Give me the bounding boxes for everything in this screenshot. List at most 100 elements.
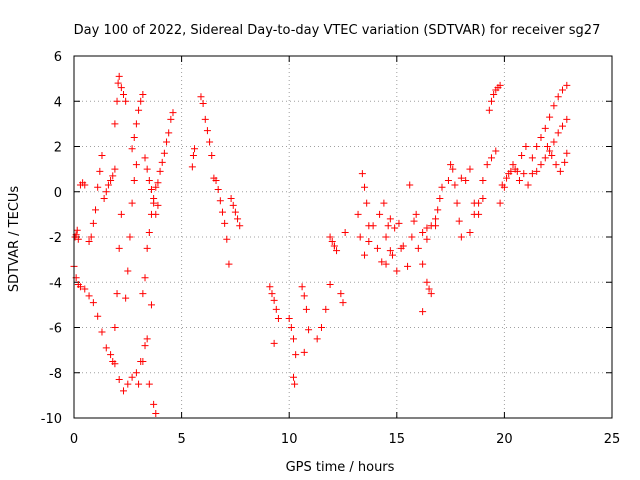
data-point: [141, 342, 149, 350]
data-point: [126, 233, 134, 241]
data-point: [119, 90, 127, 98]
series-s37: [432, 183, 446, 230]
series-s13: [156, 109, 177, 175]
data-point: [147, 185, 155, 193]
data-point: [150, 400, 158, 408]
data-point: [152, 183, 160, 191]
series-s14: [188, 145, 199, 171]
data-point: [104, 181, 112, 189]
data-point: [470, 210, 478, 218]
data-point: [266, 283, 274, 291]
x-tick-label: 25: [604, 432, 621, 447]
data-point: [85, 292, 93, 300]
data-point: [419, 260, 427, 268]
data-point: [124, 380, 132, 388]
data-point: [87, 233, 95, 241]
series-s11: [141, 154, 162, 218]
series-s9: [128, 90, 147, 153]
data-point: [395, 219, 403, 227]
series-s3: [76, 179, 89, 189]
data-point: [141, 154, 149, 162]
data-point: [354, 210, 362, 218]
data-point: [287, 324, 295, 331]
data-point: [391, 224, 399, 232]
data-point: [537, 133, 545, 141]
x-tick-label: 20: [496, 432, 513, 447]
data-point: [158, 158, 166, 166]
data-point: [139, 357, 147, 365]
data-point: [447, 161, 455, 169]
data-point: [115, 72, 123, 80]
data-point: [449, 165, 457, 173]
data-point: [188, 163, 196, 171]
data-point: [550, 102, 558, 110]
data-point: [386, 215, 394, 223]
data-point: [234, 215, 242, 223]
data-point: [156, 167, 164, 175]
data-point: [143, 165, 151, 173]
data-point: [128, 199, 136, 207]
data-point: [561, 158, 569, 166]
data-point: [130, 133, 138, 141]
series-s35: [423, 278, 435, 298]
data-point: [152, 409, 160, 417]
data-point: [361, 183, 369, 191]
data-point: [300, 292, 308, 300]
data-point: [444, 176, 452, 184]
data-point: [511, 165, 519, 173]
y-tick-labels: -10 -8 -6 -4 -2 0 2 4 6: [41, 50, 62, 427]
data-point: [107, 176, 115, 184]
data-point: [212, 176, 220, 184]
series-s2: [71, 226, 82, 243]
data-point: [365, 238, 373, 246]
data-point: [270, 339, 278, 347]
data-point: [216, 197, 224, 205]
data-point: [154, 179, 162, 187]
series-s12: [135, 301, 155, 388]
data-point: [163, 138, 171, 146]
data-point: [358, 170, 366, 178]
data-point: [132, 369, 140, 377]
data-point: [498, 181, 506, 189]
series-s45: [533, 115, 571, 175]
data-point: [150, 199, 158, 207]
data-point: [292, 351, 300, 359]
data-point: [208, 152, 216, 160]
series-s20: [270, 339, 278, 347]
data-point: [546, 147, 554, 155]
series-s26: [326, 233, 341, 255]
data-point: [457, 174, 465, 182]
data-point: [114, 79, 122, 87]
data-point: [453, 199, 461, 207]
data-point: [537, 161, 545, 169]
data-point: [414, 244, 422, 252]
data-point: [410, 217, 418, 225]
data-point: [165, 129, 173, 137]
y-tick-label: 0: [54, 186, 62, 201]
data-point: [384, 222, 392, 230]
series-s6: [111, 72, 130, 128]
series-s1: [70, 262, 160, 417]
data-point: [382, 260, 390, 268]
series-s32: [382, 210, 420, 270]
series-s23: [298, 283, 313, 334]
data-point: [378, 258, 386, 266]
data-point: [382, 233, 390, 241]
data-point: [373, 244, 381, 252]
data-point: [550, 138, 558, 146]
data-point: [341, 228, 349, 236]
data-point: [272, 305, 280, 313]
data-point: [98, 152, 106, 160]
data-point: [380, 199, 388, 207]
data-point: [419, 228, 427, 236]
x-tick-labels: 0 5 10 15 20 25: [70, 432, 620, 447]
data-point: [102, 188, 110, 196]
data-point: [274, 314, 282, 322]
data-point: [73, 226, 81, 234]
data-point: [490, 90, 498, 98]
data-point: [236, 222, 244, 230]
data-point: [333, 247, 341, 255]
data-point: [404, 262, 412, 270]
data-point: [554, 129, 562, 137]
data-point: [225, 260, 233, 268]
